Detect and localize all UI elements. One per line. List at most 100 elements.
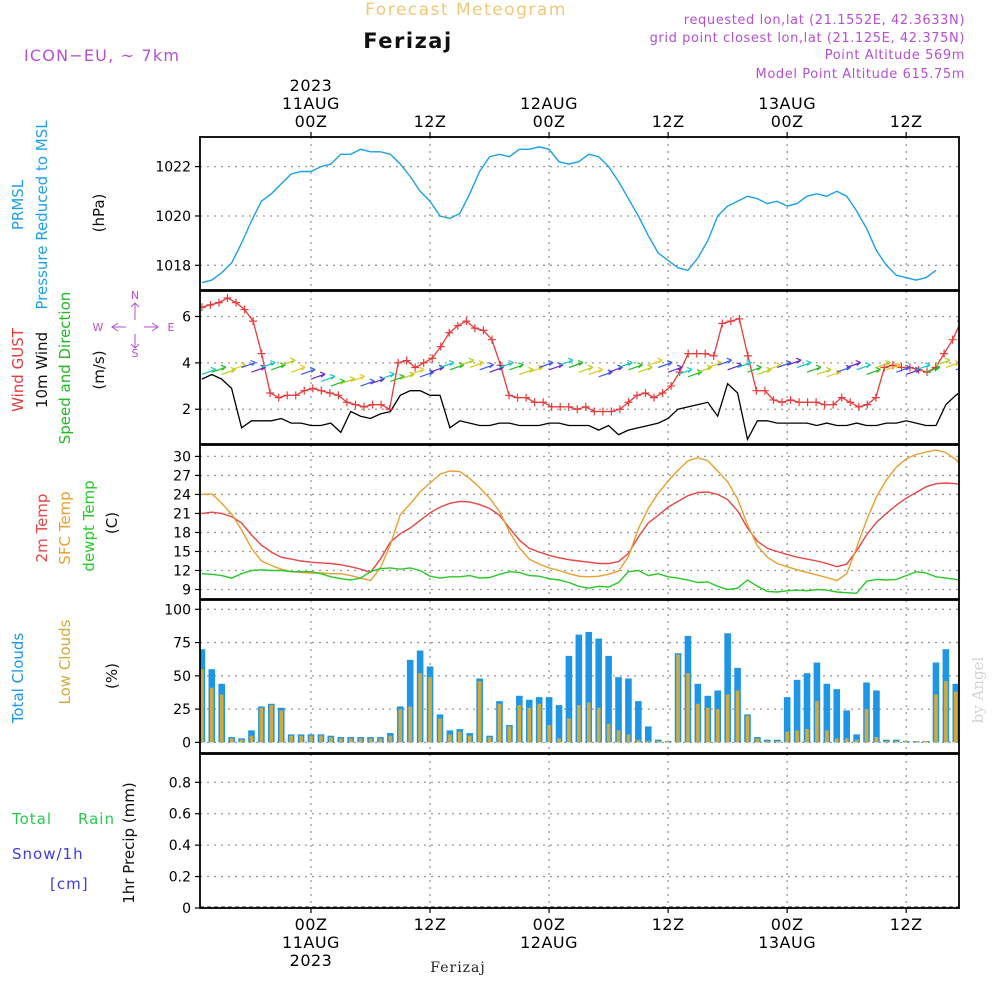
precip-unit-label: 1hr Precip (mm) xyxy=(120,782,138,903)
low-cloud-bar xyxy=(914,741,918,743)
grid-point-coords: grid point closest lon,lat (21.125E, 42.… xyxy=(650,31,965,46)
wind-direction-arrow xyxy=(281,357,296,366)
low-cloud-bar xyxy=(715,709,720,743)
wind-direction-arrow xyxy=(350,373,366,382)
total-cloud-bar xyxy=(823,683,831,743)
low-cloud-bar xyxy=(269,705,274,743)
gust-marker xyxy=(607,407,616,416)
gust-marker xyxy=(829,400,838,409)
bottom-time-label: 11AUG xyxy=(282,933,340,952)
point-altitude: Point Altitude 569m xyxy=(825,48,965,63)
wind-direction-arrow xyxy=(925,364,941,373)
low-cloud-bar xyxy=(745,715,750,743)
requested-coords: requested lon,lat (21.1552E, 42.3633N) xyxy=(684,13,965,28)
low-cloud-bar xyxy=(398,709,403,743)
wind-direction-arrow xyxy=(578,364,594,373)
total-cloud-bar xyxy=(585,631,593,743)
model-label: ICON−EU, ~ 7km xyxy=(24,46,180,65)
gust-marker xyxy=(436,342,445,351)
gust-marker xyxy=(692,349,701,358)
compass-e: E xyxy=(168,321,175,334)
pressure-line xyxy=(201,146,937,284)
gust-marker xyxy=(590,407,599,416)
gust-marker xyxy=(419,358,428,367)
low-cloud-bar xyxy=(200,669,204,743)
low-cloud-bar xyxy=(448,734,452,743)
wind-direction-arrow xyxy=(677,366,693,376)
gust-marker xyxy=(351,400,360,409)
low-cloud-bar xyxy=(606,723,611,743)
gust-marker xyxy=(718,319,727,328)
watermark: by Angel xyxy=(969,656,987,723)
wind-direction-arrow xyxy=(886,362,901,371)
low-cloud-bar xyxy=(666,741,670,743)
total-cloud-bar xyxy=(644,726,652,743)
panel-pressure: 1018 1020 1022 xyxy=(155,137,959,290)
gust-marker xyxy=(812,398,821,407)
total-cloud-bar xyxy=(595,638,602,743)
pressure-axis-title-2: Pressure Reduced to MSL xyxy=(33,120,51,310)
y-tick-label: 1018 xyxy=(155,258,191,274)
gust-marker xyxy=(846,398,855,407)
location-title: Ferizaj xyxy=(363,29,452,53)
top-time-label: 2023 xyxy=(290,76,333,95)
compass-rose xyxy=(111,302,159,349)
y-tick-label: 1020 xyxy=(155,209,191,225)
low-cloud-bar xyxy=(210,687,214,743)
panel-frame xyxy=(199,136,960,291)
y-tick-label: 0 xyxy=(182,901,191,917)
low-cloud-bar xyxy=(319,735,323,743)
precip-rain-label: Rain xyxy=(78,810,115,828)
low-cloud-bar xyxy=(289,735,293,743)
gust-marker xyxy=(283,391,292,400)
gust-marker xyxy=(624,398,633,407)
gust-marker xyxy=(325,389,334,397)
gust-marker xyxy=(598,407,607,416)
model-point-altitude: Model Point Altitude 615.75m xyxy=(756,67,965,82)
wind-direction-arrow xyxy=(806,364,822,373)
low-cloud-bar xyxy=(537,703,541,743)
wind-direction-arrow xyxy=(896,364,911,373)
low-cloud-bar xyxy=(844,738,849,743)
y-tick-label: 30 xyxy=(173,449,191,465)
panel-temperature: 9 12 15 18 21 24 27 30 xyxy=(173,445,959,599)
total-cloud-bar xyxy=(853,734,860,743)
wind-gust-axis-title: Wind GUST xyxy=(9,327,27,412)
y-tick-label: 12 xyxy=(173,563,191,579)
gust-marker xyxy=(556,402,565,411)
bottom-time-label: 12Z xyxy=(414,915,447,934)
gust-marker xyxy=(641,389,650,397)
low-cloud-bar xyxy=(884,741,889,743)
low-cloud-bar xyxy=(825,730,829,743)
wind-direction-arrow xyxy=(509,362,524,371)
low-cloud-bar xyxy=(646,741,651,743)
gust-marker xyxy=(428,354,437,363)
total-cloud-bar xyxy=(873,690,880,743)
temp-dewpt-axis-title: dewpt Temp xyxy=(80,480,98,571)
low-cloud-bar xyxy=(755,738,760,743)
y-tick-label: 0.4 xyxy=(169,838,191,854)
low-cloud-bar xyxy=(477,681,482,743)
low-cloud-bar xyxy=(815,701,819,743)
compass-n: N xyxy=(131,289,139,302)
y-tick-label: 0.8 xyxy=(169,775,191,791)
gust-marker xyxy=(632,391,641,400)
precip-cm-label: [cm] xyxy=(50,875,89,893)
gust-marker xyxy=(701,349,710,358)
wind-direction-arrow xyxy=(648,357,663,366)
wind-direction-arrow xyxy=(976,367,990,374)
gust-marker xyxy=(786,395,795,404)
wind-direction-arrow xyxy=(846,359,862,369)
top-time-label: 12Z xyxy=(652,112,685,131)
gust-marker xyxy=(837,393,846,402)
gust-marker xyxy=(334,391,343,400)
gust-marker xyxy=(991,326,999,334)
top-time-label: 11AUG xyxy=(282,94,340,113)
top-time-label: 00Z xyxy=(771,112,804,131)
total-cloud-bar xyxy=(605,655,612,743)
low-cloud-bar xyxy=(517,705,522,743)
total-cloud-bar xyxy=(555,705,563,743)
gust-marker xyxy=(539,398,548,407)
low-cloud-bar xyxy=(874,737,879,743)
low-cloud-bar xyxy=(428,677,432,743)
